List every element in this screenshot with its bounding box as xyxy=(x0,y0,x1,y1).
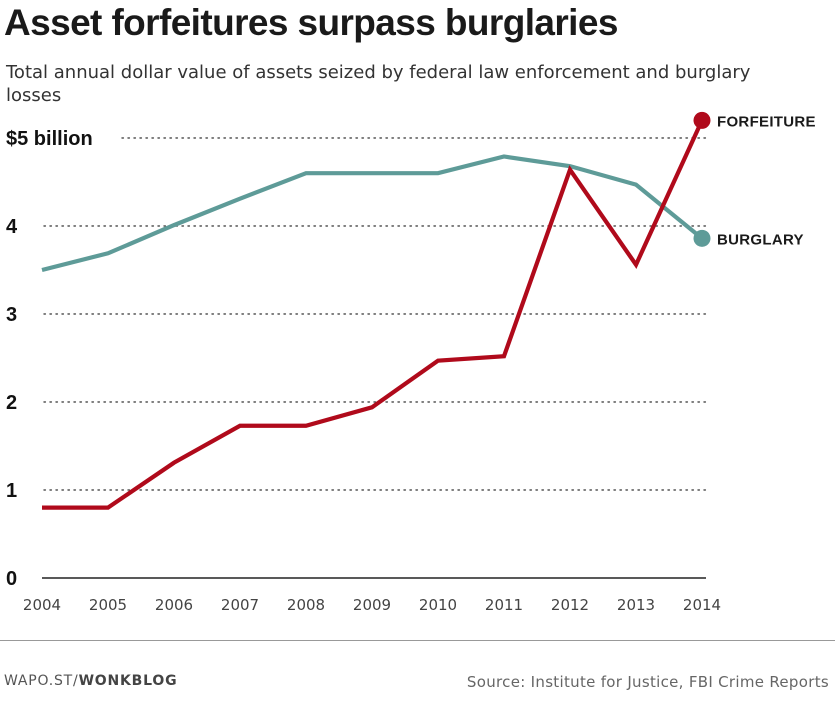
x-tick-label-2006: 2006 xyxy=(155,596,193,614)
chart-title: Asset forfeitures surpass burglaries xyxy=(4,2,618,43)
forfeiture-line xyxy=(42,119,704,510)
x-tick-label-2012: 2012 xyxy=(551,596,589,614)
y-tick-label-4: 4 xyxy=(6,216,18,238)
y-tick-label-1: 1 xyxy=(6,480,17,502)
y-tick-label-3: 3 xyxy=(6,304,17,326)
y-axis-ticks: 0 1 2 3 4 $5 billion xyxy=(6,128,93,590)
burglary-line xyxy=(41,154,704,273)
y-tick-label-2: 2 xyxy=(6,392,17,414)
footer-source: Source: Institute for Justice, FBI Crime… xyxy=(466,673,829,691)
footer-wapo: WAPO.ST/ xyxy=(4,673,79,689)
footer-divider xyxy=(0,640,835,641)
forfeiture-end-point xyxy=(693,111,711,129)
burglary-series-label: BURGLARY xyxy=(717,231,804,248)
forfeiture-series-label: FORFEITURE xyxy=(717,113,816,130)
gridlines xyxy=(43,137,707,491)
x-tick-label-2013: 2013 xyxy=(617,596,655,614)
x-tick-label-2014: 2014 xyxy=(683,596,721,614)
footer-wonkblog: WONKBLOG xyxy=(78,673,178,689)
x-tick-label-2009: 2009 xyxy=(353,596,391,614)
footer-brand[interactable]: WAPO.ST/WONKBLOG xyxy=(4,673,177,689)
x-axis-ticks: 2004 2005 2006 2007 2008 2009 2010 2011 2012 2013… xyxy=(23,596,721,614)
y-tick-label-5: $5 billion xyxy=(6,128,93,150)
x-tick-label-2011: 2011 xyxy=(485,596,523,614)
x-tick-label-2007: 2007 xyxy=(221,596,259,614)
x-tick-label-2010: 2010 xyxy=(419,596,457,614)
burglary-end-point xyxy=(693,229,711,247)
x-tick-label-2008: 2008 xyxy=(287,596,325,614)
x-tick-label-2004: 2004 xyxy=(23,596,61,614)
x-tick-label-2005: 2005 xyxy=(89,596,127,614)
line-chart: 0 1 2 3 4 $5 billion 2004 2005 2006 2007 2008 2009… xyxy=(6,111,816,614)
chart-subtitle: Total annual dollar value of assets seiz… xyxy=(6,62,751,106)
y-tick-label-0: 0 xyxy=(6,568,17,590)
series-lines: BURGLARY FORFEITURE xyxy=(41,111,816,510)
